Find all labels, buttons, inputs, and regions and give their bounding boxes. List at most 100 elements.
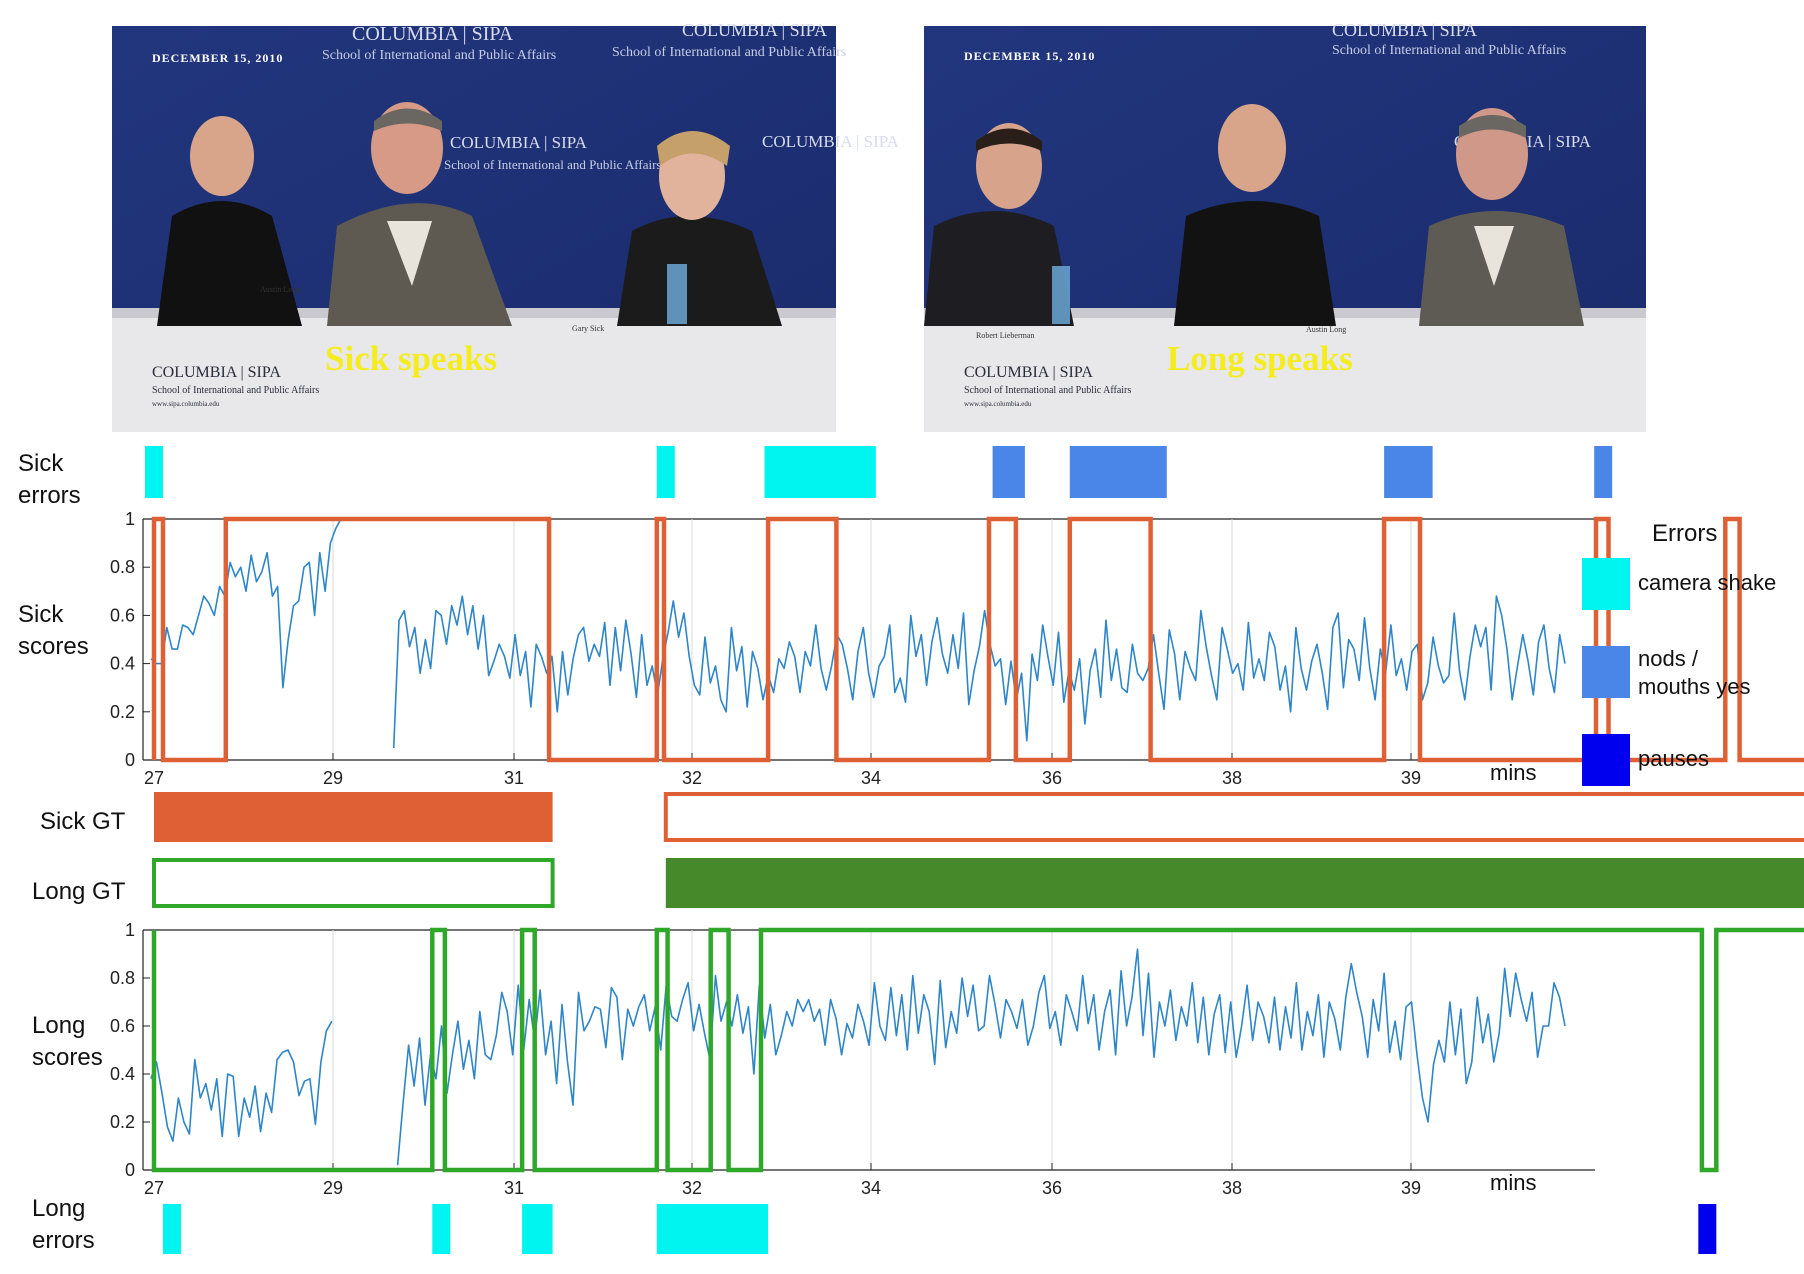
error-interval-nods-mouths-yes xyxy=(992,446,1025,498)
water-bottle xyxy=(667,264,687,324)
y-tick-label: 0.6 xyxy=(110,1016,135,1036)
banner-title: COLUMBIA | SIPA xyxy=(682,20,827,40)
x-tick-label: 39 xyxy=(1401,768,1421,788)
banner-title: COLUMBIA | SIPA xyxy=(450,133,588,152)
banner-subtitle: School of International and Public Affai… xyxy=(1332,43,1566,58)
x-tick-label: 29 xyxy=(323,1178,343,1198)
score-series-line xyxy=(150,518,1566,749)
error-interval-camera-shake xyxy=(432,1204,451,1254)
banner-title: COLUMBIA | SIPA xyxy=(1332,20,1477,40)
long-scores-label: Long scores xyxy=(32,1012,103,1071)
nameplate: Austin Long xyxy=(1306,325,1346,334)
legend-title: Errors xyxy=(1652,520,1717,547)
sick-scores-chart: 27 29 31 32 34 36 38 39 0 0.2 0.4 0.6 0.8 1 mins xyxy=(110,509,1804,788)
legend: Errors camera shake nods / mouths yes pause… xyxy=(1582,520,1776,786)
y-tick-label: 1 xyxy=(125,509,135,529)
x-tick-label: 36 xyxy=(1042,1178,1062,1198)
x-tick-label: 39 xyxy=(1401,1178,1421,1198)
caption-sick-speaks: Sick speaks xyxy=(325,339,497,378)
long-gt-label: Long GT xyxy=(32,878,126,905)
date-stamp: DECEMBER 15, 2010 xyxy=(152,51,283,65)
y-tick-label: 0.8 xyxy=(110,968,135,988)
x-tick-label: 31 xyxy=(504,768,524,788)
sick-errors-track xyxy=(145,446,1613,498)
banner-title: COLUMBIA | SIPA xyxy=(762,132,900,151)
footer-subtitle: School of International and Public Affai… xyxy=(964,385,1131,396)
x-tick-label: 27 xyxy=(144,768,164,788)
y-tick-label: 0.8 xyxy=(110,557,135,577)
x-axis-unit: mins xyxy=(1490,1170,1536,1195)
y-tick-label: 0.2 xyxy=(110,702,135,722)
decision-series-line xyxy=(151,516,1804,763)
x-tick-label: 27 xyxy=(144,1178,164,1198)
legend-label: pauses xyxy=(1638,746,1709,771)
decision-series-line xyxy=(151,927,1804,1173)
gt-speaking-interval xyxy=(665,858,1804,908)
y-tick-label: 0 xyxy=(125,1160,135,1180)
banner-subtitle: School of International and Public Affai… xyxy=(444,157,661,172)
x-tick-label: 34 xyxy=(861,1178,881,1198)
x-tick-label: 32 xyxy=(682,768,702,788)
error-interval-nods-mouths-yes xyxy=(1594,446,1613,498)
nameplate: Gary Sick xyxy=(572,324,604,333)
error-interval-nods-mouths-yes xyxy=(1069,446,1167,498)
y-tick-label: 0.4 xyxy=(110,1064,135,1084)
footer-subtitle: School of International and Public Affai… xyxy=(152,385,319,396)
banner-title: COLUMBIA | SIPA xyxy=(352,23,514,45)
ground-truth-tracks xyxy=(152,792,1804,908)
legend-swatch xyxy=(1582,734,1630,786)
y-tick-label: 0.2 xyxy=(110,1112,135,1132)
error-interval-camera-shake xyxy=(522,1204,553,1254)
panelist-right xyxy=(1419,108,1584,326)
long-errors-track xyxy=(163,1204,1717,1254)
gt-silent-interval xyxy=(663,792,1804,842)
sick-errors-label: Sick errors xyxy=(18,450,81,509)
nameplate: Robert Lieberman xyxy=(976,331,1034,340)
nameplate: Austin Long xyxy=(260,285,300,294)
x-tick-label: 31 xyxy=(504,1178,524,1198)
gt-silent-interval xyxy=(152,858,555,908)
water-bottle xyxy=(1052,266,1070,324)
long-scores-chart: 27 29 31 32 34 36 38 39 0 0.2 0.4 0.6 0.8 1 mins xyxy=(110,920,1804,1198)
y-tick-label: 0.4 xyxy=(110,654,135,674)
panelist-center xyxy=(327,102,512,326)
legend-label: camera shake xyxy=(1638,570,1776,595)
banner-subtitle: School of International and Public Affai… xyxy=(612,45,846,60)
x-tick-label: 38 xyxy=(1222,768,1242,788)
y-tick-label: 0 xyxy=(125,750,135,770)
x-axis-unit: mins xyxy=(1490,760,1536,785)
x-tick-label: 38 xyxy=(1222,1178,1242,1198)
x-tick-label: 29 xyxy=(323,768,343,788)
error-interval-pauses xyxy=(1698,1204,1717,1254)
y-tick-label: 1 xyxy=(125,920,135,940)
sick-gt-label: Sick GT xyxy=(40,808,126,835)
video-frame-long: COLUMBIA | SIPA School of International … xyxy=(924,20,1646,432)
banner-subtitle: School of International and Public Affai… xyxy=(322,48,556,63)
score-series-line xyxy=(150,948,1566,1166)
footer-url: www.sipa.columbia.edu xyxy=(152,400,220,408)
date-stamp: DECEMBER 15, 2010 xyxy=(964,49,1095,63)
error-interval-camera-shake xyxy=(656,446,675,498)
panelist-center xyxy=(1174,104,1336,326)
x-tick-label: 34 xyxy=(861,768,881,788)
error-interval-camera-shake xyxy=(145,446,163,498)
sick-scores-label: Sick scores xyxy=(18,601,89,660)
footer-title: COLUMBIA | SIPA xyxy=(152,364,281,381)
panelist-right xyxy=(617,131,782,326)
legend-swatch xyxy=(1582,646,1630,698)
error-interval-nods-mouths-yes xyxy=(1384,446,1433,498)
error-interval-camera-shake xyxy=(163,1204,181,1254)
x-tick-label: 36 xyxy=(1042,768,1062,788)
panelist-left xyxy=(157,116,302,326)
caption-long-speaks: Long speaks xyxy=(1167,339,1353,378)
panelist-left xyxy=(924,123,1074,326)
long-errors-label: Long errors xyxy=(32,1195,95,1254)
error-interval-camera-shake xyxy=(656,1204,769,1254)
y-tick-label: 0.6 xyxy=(110,605,135,625)
x-tick-label: 32 xyxy=(682,1178,702,1198)
video-frame-sick: COLUMBIA | SIPA COLUMBIA | SIPA School o… xyxy=(112,20,900,432)
legend-swatch xyxy=(1582,558,1630,610)
gt-speaking-interval xyxy=(154,792,553,842)
error-interval-camera-shake xyxy=(764,446,876,498)
footer-title: COLUMBIA | SIPA xyxy=(964,364,1093,381)
